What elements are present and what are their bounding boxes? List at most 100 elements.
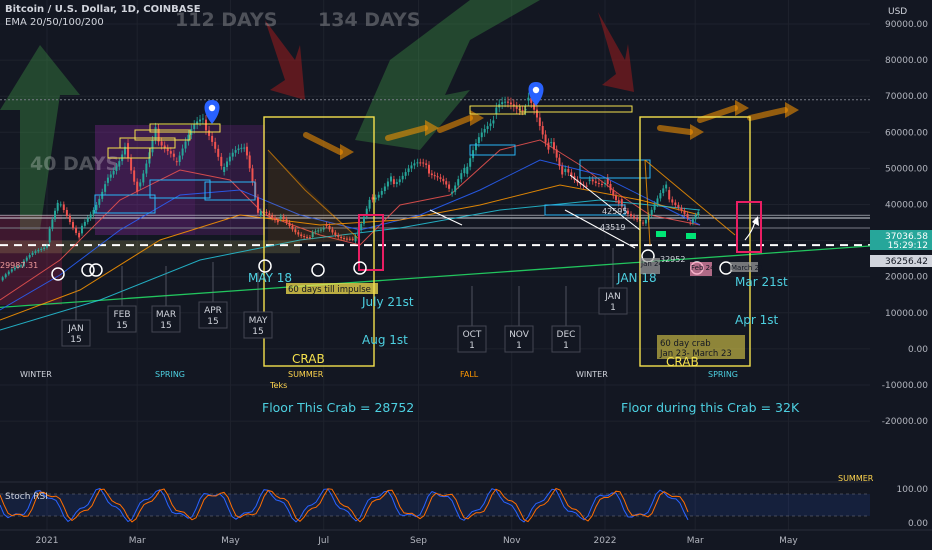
candle-body	[115, 166, 118, 171]
location-pin-icon	[204, 100, 220, 124]
candle-body	[56, 202, 59, 211]
candle-body	[653, 204, 656, 210]
crab60-bg	[657, 335, 745, 359]
x-tick-label: Jul	[317, 536, 329, 546]
level-price-tag	[870, 255, 932, 267]
candle-body	[348, 238, 351, 240]
orange-arrowhead-3	[690, 124, 704, 140]
impulse-label-bg	[286, 283, 378, 294]
season-label: FALL	[460, 370, 479, 379]
candle-body	[547, 142, 550, 150]
candle-body	[521, 110, 524, 112]
candle-body	[37, 250, 40, 252]
candle-body	[535, 109, 538, 118]
candle-body	[303, 236, 306, 238]
july21-label: July 21st	[361, 295, 414, 309]
candle-body	[288, 222, 291, 226]
month-box-month: DEC	[557, 330, 576, 340]
y-tick-label: 10000.00	[885, 309, 928, 319]
candle-body	[509, 102, 512, 105]
y-tick-label: 80000.00	[885, 56, 928, 66]
candle-body	[677, 205, 680, 208]
y-tick-label: 60000.00	[885, 128, 928, 138]
candle-body	[360, 223, 363, 231]
candle-body	[460, 173, 463, 180]
blue-box-5	[544, 204, 626, 216]
indicator-legend: EMA 20/50/100/200	[5, 17, 104, 28]
month-box-4	[243, 311, 273, 339]
candle-body	[71, 222, 74, 228]
candle-body	[480, 132, 483, 138]
candle-body	[204, 119, 207, 131]
candle-body	[451, 191, 454, 194]
crab-box-1	[263, 116, 375, 367]
candle-body	[86, 218, 89, 222]
candle-body	[644, 219, 647, 224]
candle-body	[633, 216, 636, 219]
candle-body	[123, 146, 126, 155]
green-tag-2	[686, 233, 696, 239]
candle-body	[199, 119, 202, 122]
candle-body	[527, 97, 530, 101]
label-feb24-bg	[690, 262, 712, 276]
candle-body	[62, 204, 65, 211]
candle-body	[175, 161, 178, 163]
month-box-day: 15	[70, 335, 81, 345]
month-box-month: FEB	[113, 310, 130, 320]
candle-body	[555, 149, 558, 158]
y-tick-label: 20000.00	[885, 273, 928, 283]
ema-line-3	[0, 199, 701, 331]
label-42595: 42595	[602, 207, 627, 216]
candle-body	[294, 229, 297, 233]
candle-body	[68, 215, 71, 223]
season-label: SPRING	[155, 370, 185, 379]
candle-body	[430, 173, 433, 176]
label-jan24-bg	[640, 258, 660, 274]
candle-body	[501, 102, 504, 105]
candle-body	[136, 181, 139, 192]
crab-label-1: CRAB	[292, 352, 325, 366]
candle-body	[448, 184, 451, 189]
candle-body	[172, 153, 175, 157]
candle-body	[322, 228, 325, 230]
candle-body	[413, 163, 416, 166]
blue-box-4	[579, 159, 651, 179]
candle-body	[251, 168, 254, 183]
y-tick-label: -20000.00	[882, 417, 928, 427]
candle-body	[436, 176, 439, 178]
yellow-box-2	[134, 129, 191, 141]
candle-body	[345, 238, 348, 240]
month-box-month: JAN	[67, 324, 83, 334]
support-trendline	[0, 245, 871, 309]
candle-body	[442, 178, 445, 182]
blue-box-0	[94, 194, 156, 214]
candle-body	[217, 148, 220, 157]
x-tick-label: May	[221, 536, 240, 546]
current-price-label: 37036.58	[885, 232, 928, 242]
candle-body	[642, 222, 645, 224]
circle-marker-0	[51, 267, 65, 281]
crab60-line1: 60 day crab	[660, 339, 711, 349]
candle-body	[383, 186, 386, 192]
y-tick-label: -10000.00	[882, 381, 928, 391]
candle-body	[240, 147, 243, 149]
candle-body	[680, 207, 683, 211]
stoch-d-line	[0, 487, 689, 523]
candle-body	[75, 227, 78, 233]
x-tick-label: Sep	[410, 536, 427, 546]
projection-arrowhead	[752, 216, 759, 226]
candle-body	[340, 236, 343, 239]
orange-arrowhead-0	[340, 144, 354, 160]
month-box-month: APR	[204, 306, 222, 316]
pink-box-1	[358, 214, 384, 271]
candle-body	[570, 172, 573, 177]
rsi-title: Stoch RSI	[5, 492, 48, 502]
may18-label: MAY 18	[248, 271, 292, 285]
candle-body	[662, 188, 665, 194]
candle-body	[160, 141, 163, 146]
candle-body	[389, 176, 392, 182]
candle-body	[314, 231, 317, 233]
candle-body	[214, 141, 217, 149]
aug1-label: Aug 1st	[362, 333, 408, 347]
